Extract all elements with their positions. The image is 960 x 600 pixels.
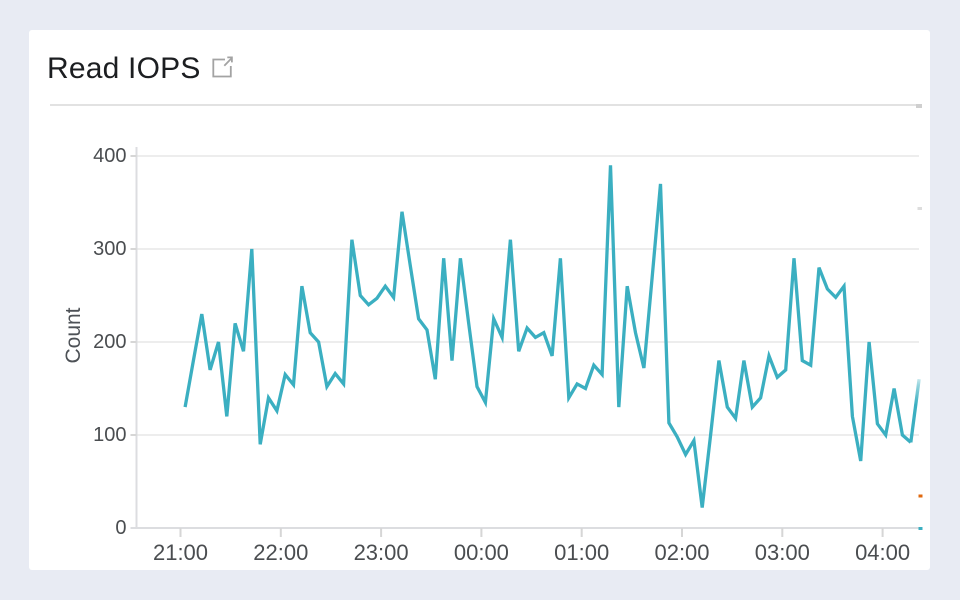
svg-text:400: 400 [93, 145, 126, 167]
svg-text:02:00: 02:00 [654, 540, 709, 565]
svg-text:01:00: 01:00 [554, 540, 609, 565]
svg-text:21:00: 21:00 [153, 540, 208, 565]
svg-text:200: 200 [93, 331, 126, 353]
svg-text:0: 0 [115, 517, 126, 539]
svg-text:00:00: 00:00 [454, 540, 509, 565]
svg-text:Count: Count [62, 307, 85, 363]
svg-text:300: 300 [93, 238, 126, 260]
svg-text:22:00: 22:00 [253, 540, 308, 565]
svg-text:03:00: 03:00 [755, 540, 810, 565]
svg-text:100: 100 [93, 424, 126, 446]
svg-text:04:00: 04:00 [855, 540, 910, 565]
svg-text:23:00: 23:00 [354, 540, 409, 565]
